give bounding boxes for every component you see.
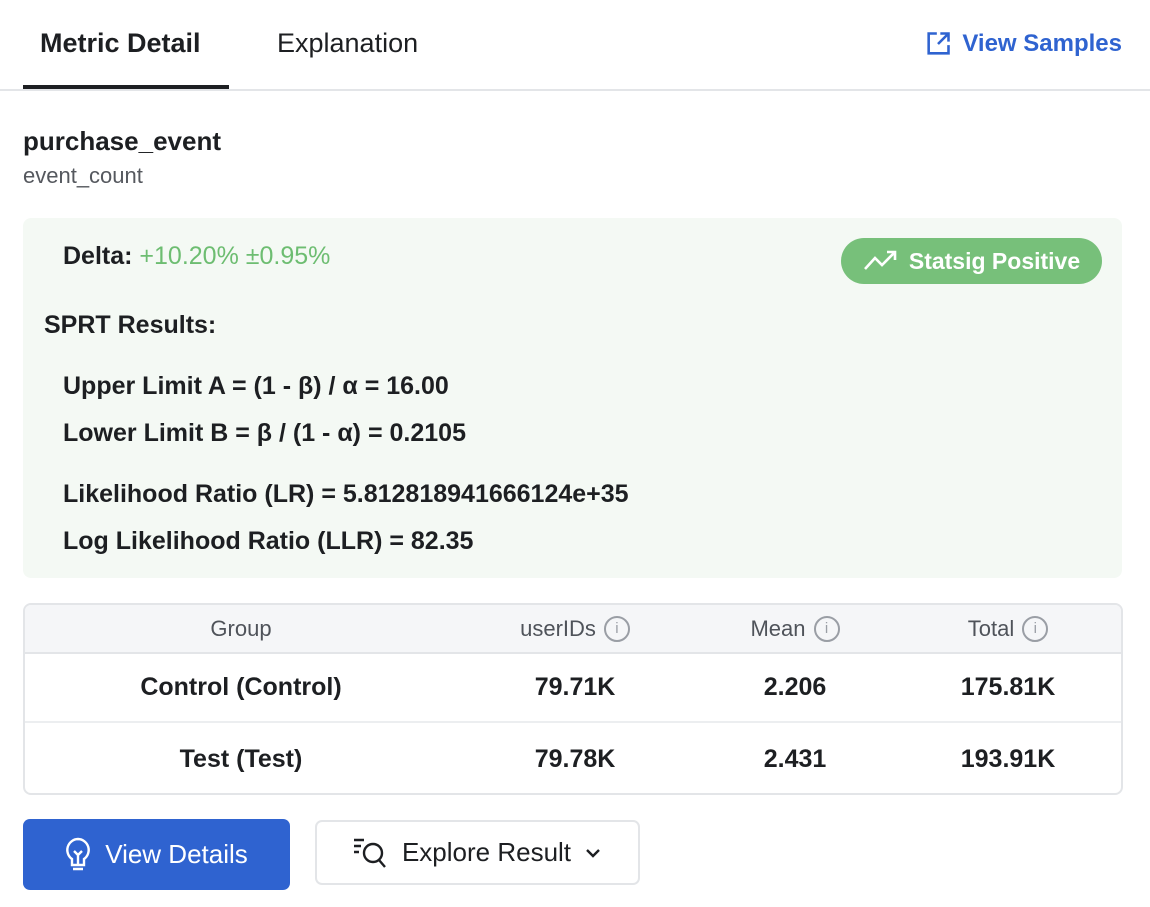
upper-limit: Upper Limit A = (1 - β) / α = 16.00 [63, 372, 449, 400]
info-icon[interactable]: i [1022, 615, 1049, 642]
lower-limit: Lower Limit B = β / (1 - α) = 0.2105 [63, 419, 466, 447]
cell-userids: 79.71K [534, 673, 616, 701]
view-details-label: View Details [105, 839, 248, 869]
view-samples-label: View Samples [962, 30, 1122, 57]
badge-label: Statsig Positive [908, 247, 1081, 274]
header-userids: userIDs i [475, 615, 675, 642]
cell-mean: 2.206 [763, 673, 827, 701]
metric-type: event_count [23, 163, 143, 188]
header-group: Group [141, 616, 341, 642]
external-link-icon [927, 32, 951, 55]
cell-total: 193.91K [960, 744, 1056, 773]
cell-group: Control (Control) [140, 673, 342, 701]
view-samples-link[interactable]: View Samples [924, 30, 1122, 58]
delta: Delta: +10.20% ±0.95% [63, 242, 330, 271]
header-label: Group [210, 615, 272, 641]
chevron-down-icon [586, 848, 600, 858]
statsig-positive-badge: Statsig Positive [841, 238, 1102, 284]
tabs-divider [0, 89, 1150, 91]
info-icon[interactable]: i [603, 615, 630, 642]
tab-explanation[interactable]: Explanation [277, 28, 419, 58]
explore-result-label: Explore Result [401, 837, 572, 867]
tab-metric-detail[interactable]: Metric Detail [40, 28, 201, 58]
header-mean: Mean i [695, 615, 895, 642]
header-total: Total i [908, 615, 1108, 642]
explore-result-dropdown[interactable]: Explore Result [315, 820, 640, 885]
header-label: Total [967, 615, 1015, 641]
sprt-title: SPRT Results: [44, 311, 217, 339]
cell-group: Test (Test) [179, 744, 303, 773]
delta-value: +10.20% ±0.95% [139, 242, 331, 270]
table-row: Test (Test) 79.78K 2.431 193.91K [25, 723, 1121, 793]
cell-mean: 2.431 [763, 744, 827, 773]
likelihood-ratio: Likelihood Ratio (LR) = 5.81281894166612… [63, 480, 629, 508]
active-tab-indicator [23, 85, 229, 89]
table-row: Control (Control) 79.71K 2.206 175.81K [25, 654, 1121, 723]
header-label: userIDs [520, 615, 596, 641]
result-panel: Delta: +10.20% ±0.95% Statsig Positive S… [23, 218, 1122, 578]
results-table: Group userIDs i Mean i Total i Control (Con… [23, 603, 1123, 795]
trending-up-icon [863, 250, 897, 270]
lightbulb-icon [66, 837, 91, 870]
table-header: Group userIDs i Mean i Total i [25, 605, 1121, 654]
header-label: Mean [750, 615, 806, 641]
metric-name: purchase_event [23, 126, 221, 156]
filter-search-icon [353, 838, 386, 868]
delta-label: Delta: [63, 242, 133, 270]
info-icon[interactable]: i [813, 615, 840, 642]
view-details-button[interactable]: View Details [23, 819, 290, 890]
cell-userids: 79.78K [534, 744, 616, 773]
log-likelihood-ratio: Log Likelihood Ratio (LLR) = 82.35 [63, 527, 474, 555]
cell-total: 175.81K [960, 673, 1056, 701]
